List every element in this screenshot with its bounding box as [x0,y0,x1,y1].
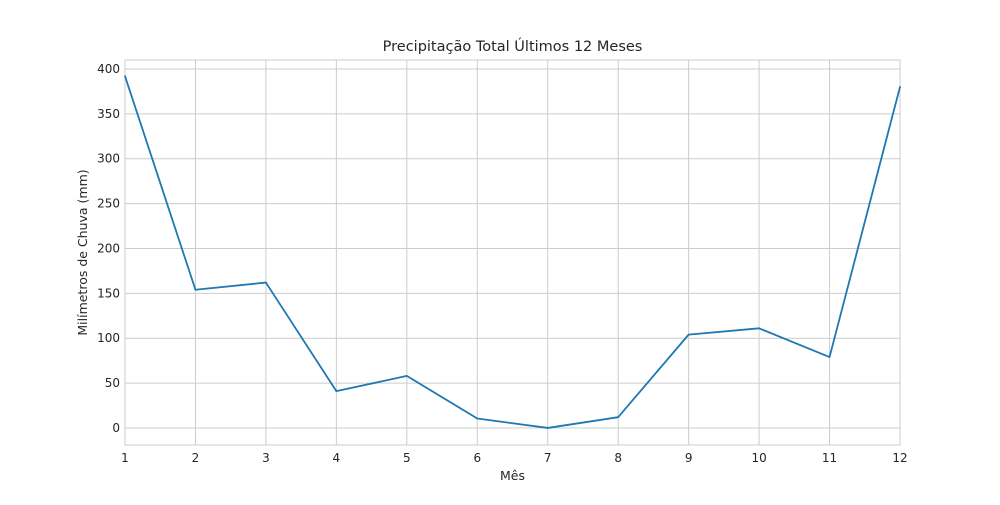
x-tick-label: 11 [822,451,837,465]
y-tick-label: 300 [97,152,120,166]
data-point [758,327,760,330]
x-tick-label: 7 [544,451,552,465]
data-point [265,281,267,284]
x-tick-label: 5 [403,451,411,465]
x-tick-label: 1 [121,451,129,465]
data-point [335,390,338,393]
x-tick-label: 2 [192,451,200,465]
series-line [124,75,901,429]
x-axis-label: Mês [500,468,525,483]
y-tick-label: 250 [97,197,120,211]
data-point [476,417,479,420]
y-tick-labels: 0 50 100 150 200 250 300 350 400 [97,62,120,435]
data-point [828,356,831,358]
y-tick-label: 350 [97,107,120,121]
x-tick-label: 3 [262,451,270,465]
y-tick-label: 150 [97,286,120,300]
y-tick-label: 200 [97,241,120,255]
x-tick-labels: 1 2 3 4 5 6 7 8 9 10 11 12 [121,451,907,465]
y-tick-label: 400 [97,62,120,76]
y-tick-label: 50 [105,376,120,390]
data-point [617,416,620,419]
x-tick-label: 9 [685,451,693,465]
x-tick-label: 12 [892,451,907,465]
x-tick-label: 4 [333,451,341,465]
chart-title: Precipitação Total Últimos 12 Meses [383,37,643,55]
data-point [124,75,126,78]
data-point [546,427,549,429]
data-point [687,333,690,336]
plot-area-frame [124,59,901,446]
x-tick-label: 6 [473,451,481,465]
y-tick-label: 100 [97,331,120,345]
x-tick-label: 8 [614,451,622,465]
y-gridlines [125,68,900,429]
data-point [194,288,197,291]
data-point [405,374,408,377]
y-axis-label: Milímetros de Chuva (mm) [75,169,90,335]
y-tick-label: 0 [112,421,120,435]
x-tick-label: 10 [751,451,766,465]
data-point [899,86,901,88]
series-layer [124,75,901,429]
